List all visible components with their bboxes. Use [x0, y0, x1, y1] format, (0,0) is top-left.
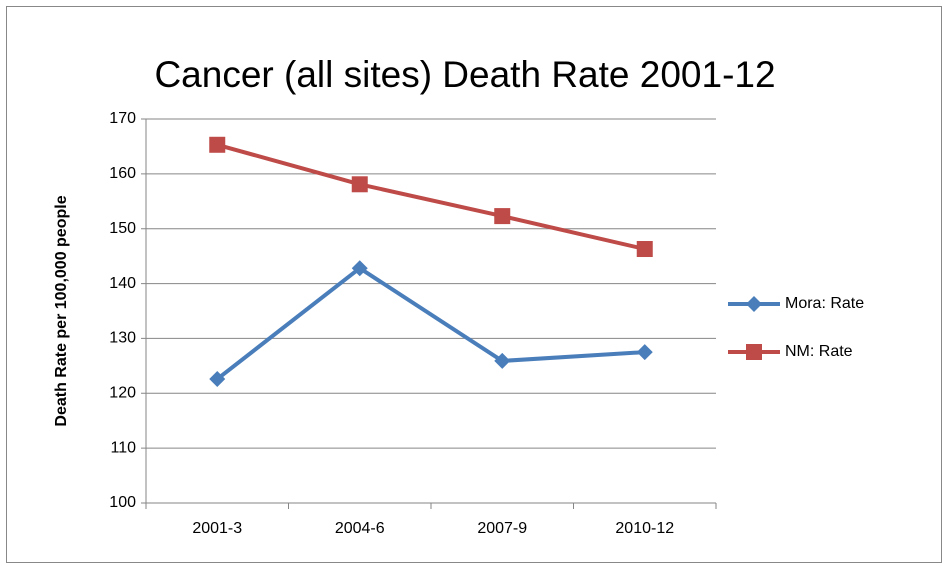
y-tick-label: 110	[110, 439, 136, 456]
chart-title: Cancer (all sites) Death Rate 2001-12	[154, 54, 775, 95]
series-line	[216, 266, 645, 381]
x-tick-label: 2004-6	[335, 520, 385, 537]
marker-diamond	[209, 371, 226, 388]
chart-frame	[6, 6, 942, 563]
marker-square	[351, 176, 368, 193]
marker-square	[209, 136, 226, 153]
marker-diamond	[351, 260, 368, 277]
marker-diamond	[636, 344, 653, 361]
legend-label: Mora: Rate	[785, 295, 864, 312]
y-tick-label: 100	[109, 494, 136, 511]
x-tick-label: 2010-12	[615, 520, 674, 537]
y-tick-label: 130	[109, 330, 136, 347]
y-tick-label: 160	[109, 165, 136, 182]
series-line	[216, 142, 646, 251]
marker-diamond	[746, 296, 762, 312]
marker-square	[746, 344, 762, 360]
y-tick-label: 150	[109, 220, 136, 237]
x-tick-label: 2001-3	[192, 520, 242, 537]
marker-diamond	[494, 352, 511, 369]
y-tick-label: 120	[109, 385, 136, 402]
y-tick-label: 170	[109, 110, 136, 127]
legend-label: NM: Rate	[785, 343, 853, 360]
x-tick-label: 2007-9	[477, 520, 527, 537]
y-axis-label: Death Rate per 100,000 people	[53, 195, 70, 426]
y-tick-label: 140	[109, 275, 136, 292]
marker-square	[494, 208, 511, 225]
marker-square	[636, 241, 653, 258]
